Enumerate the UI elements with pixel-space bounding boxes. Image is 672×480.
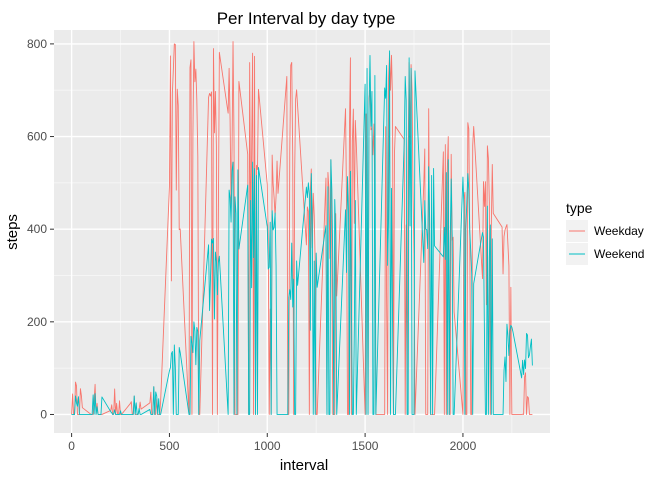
x-axis: 0 500 1000 1500 2000 [68,433,477,453]
weekend-line [71,50,533,415]
legend-label-weekend: Weekend [594,247,644,261]
major-gridlines [54,30,550,433]
y-tick-label: 800 [27,37,47,51]
x-tick-label: 1500 [352,439,379,453]
x-tick-label: 0 [68,439,75,453]
legend: type Weekday Weekend [566,200,644,265]
legend-title: type [566,200,593,216]
y-axis: 0 200 400 600 800 [27,37,54,421]
y-axis-title: steps [4,214,21,250]
y-tick-label: 200 [27,315,47,329]
x-tick-label: 2000 [450,439,477,453]
x-tick-label: 500 [159,439,179,453]
y-tick-label: 600 [27,130,47,144]
y-tick-label: 0 [40,407,47,421]
x-tick-label: 1000 [254,439,281,453]
x-axis-title: interval [280,457,328,474]
legend-label-weekday: Weekday [594,224,644,238]
series-weekend [71,50,533,415]
series-weekday [71,41,533,415]
weekday-line [71,41,533,415]
y-tick-label: 400 [27,222,47,236]
chart-title: Per Interval by day type [217,9,396,28]
